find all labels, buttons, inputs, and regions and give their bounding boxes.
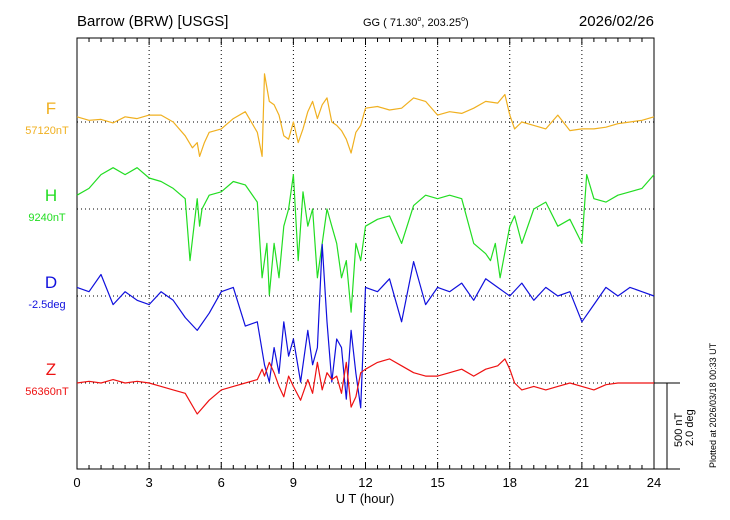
station-title: Barrow (BRW) [USGS] <box>77 13 228 30</box>
series-labels: F 57120nT H 9240nT D -2.5deg Z 56360nT <box>25 99 69 398</box>
scale-bar: 500 nT 2.0 deg <box>654 382 696 470</box>
baseline-value-H: 9240nT <box>28 212 66 224</box>
coords-prefix: GG ( 71.30 <box>363 17 417 29</box>
coords-mid: , 203.25 <box>421 17 461 29</box>
series-label-Z: Z <box>46 360 56 379</box>
traces <box>76 73 655 415</box>
series-label-F: F <box>46 99 56 118</box>
baseline-value-F: 57120nT <box>25 125 69 137</box>
plotted-note: Plotted at 2026/03/18 00:33 UT <box>708 342 718 468</box>
x-axis-label: U T (hour) <box>336 491 395 506</box>
trace-Z <box>76 358 654 415</box>
x-tick-label-0: 0 <box>73 475 80 490</box>
svg-text:GG ( 71.30o, 203.25o): GG ( 71.30o, 203.25o) <box>363 16 469 29</box>
degree-mark-lat: o <box>417 16 421 23</box>
trace-H <box>76 167 655 313</box>
scale-deg-label: 2.0 deg <box>684 409 696 446</box>
x-tick-label-21: 21 <box>575 475 589 490</box>
x-tick-label-3: 3 <box>146 475 153 490</box>
baseline-value-D: -2.5deg <box>28 299 65 311</box>
x-tick-label-15: 15 <box>430 475 444 490</box>
grid-lines <box>77 38 654 469</box>
x-tick-label-12: 12 <box>358 475 372 490</box>
baseline-value-Z: 56360nT <box>25 386 69 398</box>
scale-nt-label: 500 nT <box>673 412 685 447</box>
series-label-H: H <box>45 186 57 205</box>
coords-suffix: ) <box>465 17 469 29</box>
x-tick-label-6: 6 <box>218 475 225 490</box>
coordinates-label: GG ( 71.30o, 203.25o) <box>363 16 469 29</box>
date-label: 2026/02/26 <box>579 13 654 30</box>
x-tick-label-9: 9 <box>290 475 297 490</box>
x-tick-label-18: 18 <box>503 475 517 490</box>
x-axis-ticks: 0 3 6 9 12 15 18 21 24 <box>73 38 661 490</box>
series-label-D: D <box>45 273 57 292</box>
trace-D <box>76 243 655 409</box>
degree-mark-lon: o <box>461 16 465 23</box>
trace-F <box>76 73 655 157</box>
x-tick-label-24: 24 <box>647 475 661 490</box>
